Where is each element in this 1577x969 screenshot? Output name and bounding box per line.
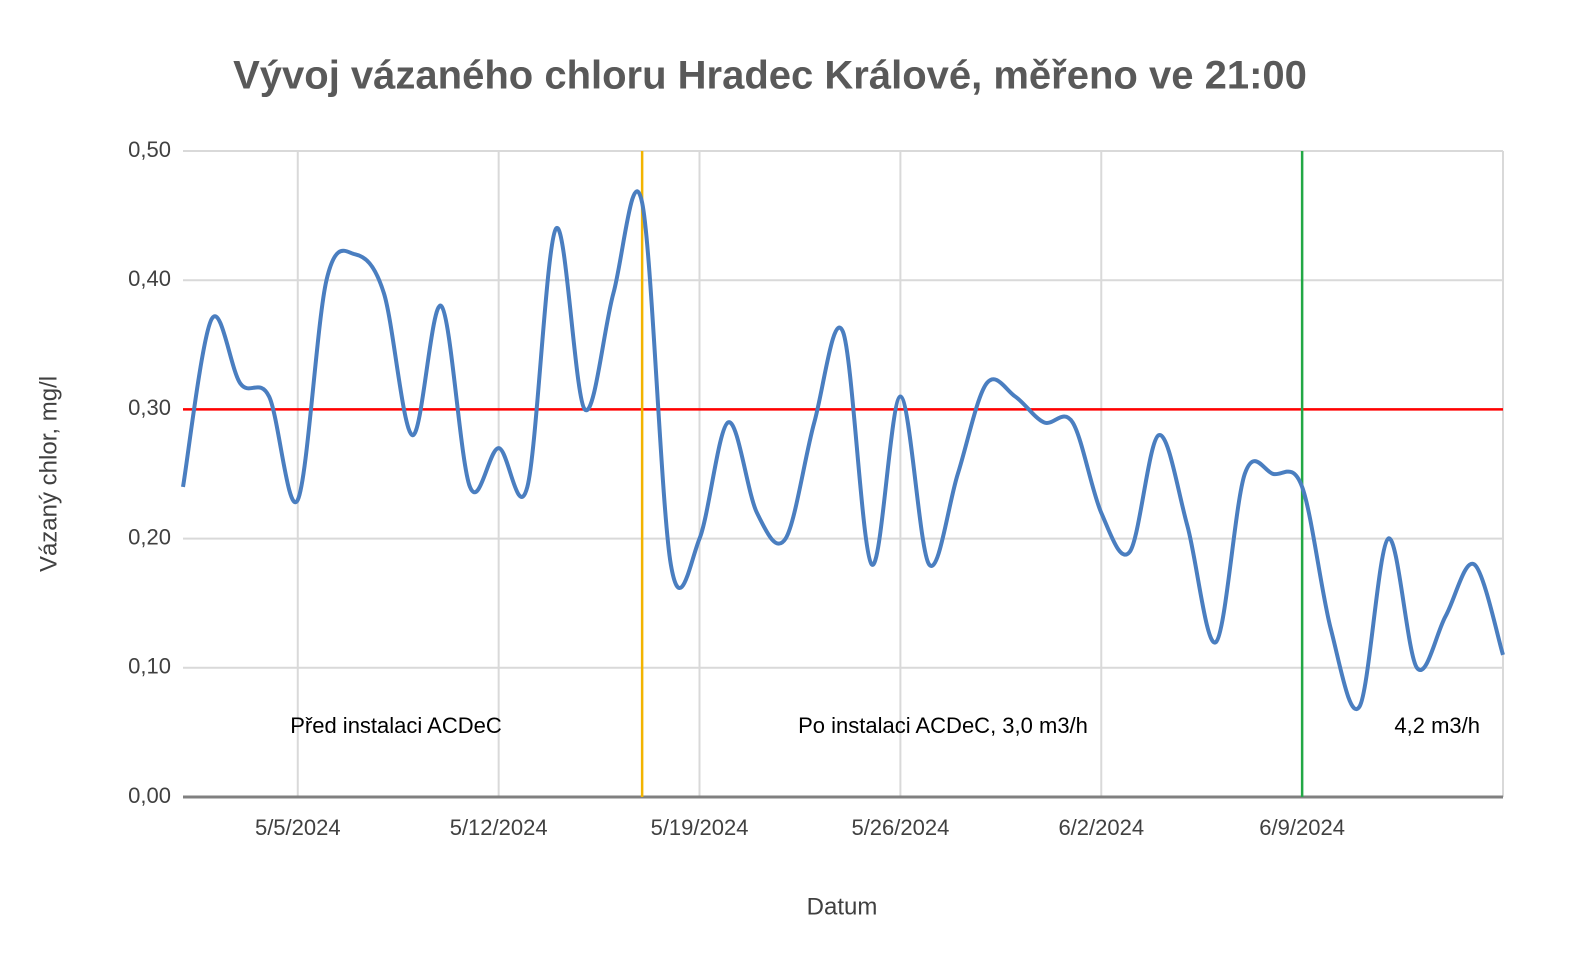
chart-title: Vývoj vázaného chloru Hradec Králové, mě… (233, 54, 1307, 98)
y-tick-label: 0,30 (128, 395, 171, 420)
data-line (181, 189, 1505, 711)
x-axis-title: Datum (807, 893, 878, 920)
x-tick-label: 5/26/2024 (851, 815, 949, 840)
y-tick-label: 0,20 (128, 524, 171, 549)
annotation: Před instalaci ACDeC (290, 713, 502, 738)
y-tick-label: 0,00 (128, 783, 171, 808)
y-tick-label: 0,10 (128, 654, 171, 679)
x-tick-label: 5/5/2024 (255, 815, 341, 840)
x-tick-label: 5/19/2024 (651, 815, 749, 840)
x-tick-label: 6/9/2024 (1259, 815, 1345, 840)
annotation: 4,2 m3/h (1394, 713, 1480, 738)
y-axis-title: Vázaný chlor, mg/l (35, 376, 62, 572)
annotation: Po instalaci ACDeC, 3,0 m3/h (798, 713, 1088, 738)
y-tick-label: 0,50 (128, 137, 171, 162)
x-tick-label: 6/2/2024 (1058, 815, 1144, 840)
x-tick-label: 5/12/2024 (450, 815, 548, 840)
y-tick-label: 0,40 (128, 266, 171, 291)
